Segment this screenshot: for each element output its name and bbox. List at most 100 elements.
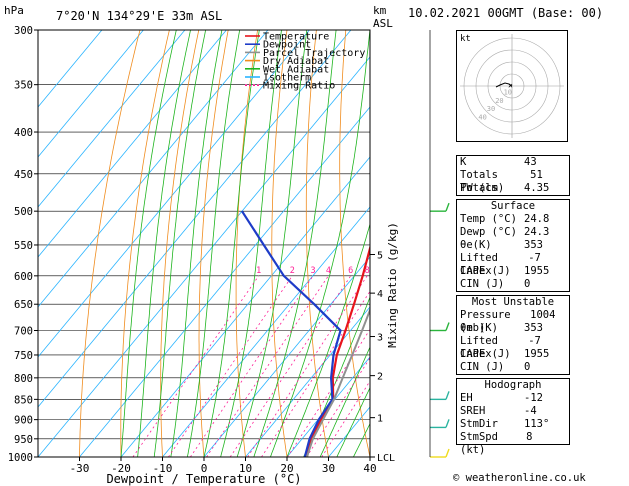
index-row-k: K 43	[460, 156, 537, 168]
height-unit-bottom: ASL	[373, 17, 393, 30]
sounding-series	[241, 210, 370, 457]
mixing-ratio-label: 25	[432, 266, 442, 276]
mixing-ratio-line	[321, 380, 370, 457]
wet-adiabat	[236, 30, 308, 457]
y-tick-label: 300	[14, 25, 33, 37]
y-tick-label: 900	[14, 415, 33, 427]
dry-adiabat	[305, 30, 329, 457]
mixing-ratio-line	[247, 275, 368, 457]
y-tick-label: 850	[14, 394, 33, 406]
legend-label: Parcel Trajectory	[263, 48, 365, 59]
hodograph-box: Hodograph EH -12 SREH -4 StmDir 113° StmSpd…	[456, 378, 570, 456]
hodo-row: EH -12	[460, 392, 543, 404]
wind-barb-flag	[445, 202, 450, 212]
storm-motion-marker: ✕	[508, 81, 513, 90]
dry-adiabat	[581, 30, 629, 457]
mu-row: CAPE (J) 1955	[460, 348, 550, 360]
copyright-footer: © weatheronline.co.uk	[453, 472, 586, 484]
wet-adiabat	[220, 30, 282, 457]
wind-barb-flag	[445, 391, 450, 400]
indices-table: K 43 Totals Totals 51 PW (cm) 4.35 Surface …	[456, 155, 570, 456]
km-tick-label: 3	[377, 333, 383, 344]
y-tick-label: 650	[14, 299, 33, 311]
background-lines: 1 2 3 4 6 8 10 15 20 25	[38, 30, 629, 457]
dry-adiabat	[160, 30, 200, 457]
x-tick-label: -20	[111, 462, 131, 475]
km-tick-label: 4	[377, 289, 383, 300]
mixing-ratio-label: 4	[326, 266, 331, 276]
surface-title: Surface	[490, 200, 536, 212]
x-tick-label: 40	[363, 462, 376, 475]
wet-adiabat	[203, 30, 260, 457]
wind-barbs	[429, 30, 450, 458]
isotherm	[38, 30, 144, 158]
mixing-ratio-line	[132, 275, 260, 457]
hodograph-ring-label: 30	[487, 105, 495, 113]
x-tick-label: 0	[201, 462, 208, 475]
mixing-ratio-line	[229, 275, 352, 457]
y-tick-label: 350	[14, 80, 33, 92]
hodograph-unit: kt	[460, 34, 471, 44]
wet-adiabat	[187, 30, 241, 457]
hodo-row: StmDir 113°	[460, 418, 550, 430]
wet-adiabat	[153, 30, 206, 457]
y-tick-label: 550	[14, 240, 33, 252]
wind-barb-flag	[445, 322, 450, 331]
mixing-ratio-line	[206, 275, 329, 457]
mu-row: θe (K) 353	[460, 322, 543, 334]
isotherm	[286, 356, 370, 457]
wet-adiabat	[253, 30, 337, 457]
km-tick-label: 1	[377, 414, 383, 425]
y-tick-label: 750	[14, 350, 33, 362]
mixing-ratio-label: 1	[256, 266, 261, 276]
series-temperature	[305, 244, 370, 457]
x-axis-label: Dewpoint / Temperature (°C)	[106, 472, 301, 486]
hodograph-title: Hodograph	[484, 379, 542, 391]
y-tick-label: 800	[14, 373, 33, 385]
mixing-ratio-label: 20	[417, 266, 427, 276]
mixing-ratio-label: 15	[400, 266, 410, 276]
surface-row: θe(K) 353	[460, 239, 543, 251]
isotherm	[245, 306, 370, 457]
indices-top-box: K 43 Totals Totals 51 PW (cm) 4.35	[456, 155, 570, 196]
series-dewpoint	[241, 210, 342, 457]
isotherm	[38, 30, 269, 308]
y-tick-label: 450	[14, 169, 33, 181]
most-unstable-title: Most Unstable	[471, 296, 555, 308]
wet-adiabat	[270, 30, 370, 457]
legend-label: Wet Adiabat	[263, 64, 329, 75]
dry-adiabat	[611, 30, 629, 457]
y-tick-label: 600	[14, 271, 33, 283]
isotherm	[79, 106, 370, 457]
height-unit-top: km	[373, 4, 387, 17]
wet-adiabat	[319, 346, 370, 457]
hodograph-ring-label: 20	[495, 97, 503, 105]
surface-row: CIN (J) 0	[460, 278, 531, 290]
mixing-ratio-line	[190, 275, 314, 457]
wet-adiabat	[137, 30, 191, 457]
km-tick-label: LCL	[377, 453, 395, 464]
pressure-unit-label: hPa	[4, 4, 24, 17]
wet-adiabat	[286, 222, 370, 457]
mixing-ratio-label: 8	[365, 266, 370, 276]
legend-label: Dewpoint	[263, 40, 311, 51]
surface-row: Lifted Index -7	[460, 252, 541, 277]
dry-adiabat	[79, 30, 141, 457]
mixing-ratio-line	[261, 290, 370, 457]
mixing-ratio-line	[168, 275, 293, 457]
isotherm	[38, 30, 227, 258]
dry-adiabat	[198, 30, 229, 457]
legend-label: Temperature	[263, 32, 329, 43]
surface-row: Temp (°C) 24.8	[460, 213, 550, 225]
y-tick-label: 1000	[8, 452, 33, 464]
mixing-ratio-label: 10	[375, 266, 385, 276]
mu-row: CIN (J) 0	[460, 361, 531, 373]
wet-adiabat	[336, 386, 370, 457]
mixing-ratio-line	[306, 357, 370, 457]
km-tick-label: 2	[377, 372, 383, 383]
index-row-tt: Totals Totals 51	[460, 169, 543, 194]
index-row-pw: PW (cm) 4.35	[460, 182, 550, 194]
axes: 3003504004505005506006507007508008509009…	[8, 25, 395, 475]
